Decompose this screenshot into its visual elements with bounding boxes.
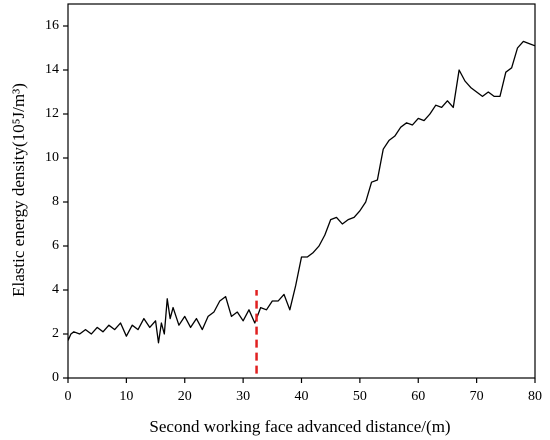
x-tick-label: 30 <box>236 389 250 404</box>
x-tick-label: 10 <box>119 389 133 404</box>
x-axis-title: Second working face advanced distance/(m… <box>149 417 450 436</box>
x-tick-label: 40 <box>295 389 309 404</box>
x-tick-label: 20 <box>178 389 192 404</box>
y-tick-label: 14 <box>45 62 59 77</box>
x-tick-label: 50 <box>353 389 367 404</box>
x-tick-label: 0 <box>65 389 72 404</box>
x-tick-label: 60 <box>411 389 425 404</box>
plot-frame <box>67 3 536 379</box>
y-tick-label: 0 <box>52 370 59 385</box>
y-tick-label: 4 <box>52 282 59 297</box>
x-tick-label: 80 <box>528 389 542 404</box>
y-axis-title: Elastic energy density(10⁵J/m³) <box>9 83 28 297</box>
y-tick-label: 8 <box>52 194 59 209</box>
y-tick-label: 12 <box>45 106 59 121</box>
x-tick-label: 70 <box>470 389 484 404</box>
y-tick-label: 16 <box>45 18 59 33</box>
y-tick-label: 2 <box>52 326 59 341</box>
data-line <box>67 40 536 344</box>
y-tick-label: 6 <box>52 238 59 253</box>
y-tick-label: 10 <box>45 150 59 165</box>
